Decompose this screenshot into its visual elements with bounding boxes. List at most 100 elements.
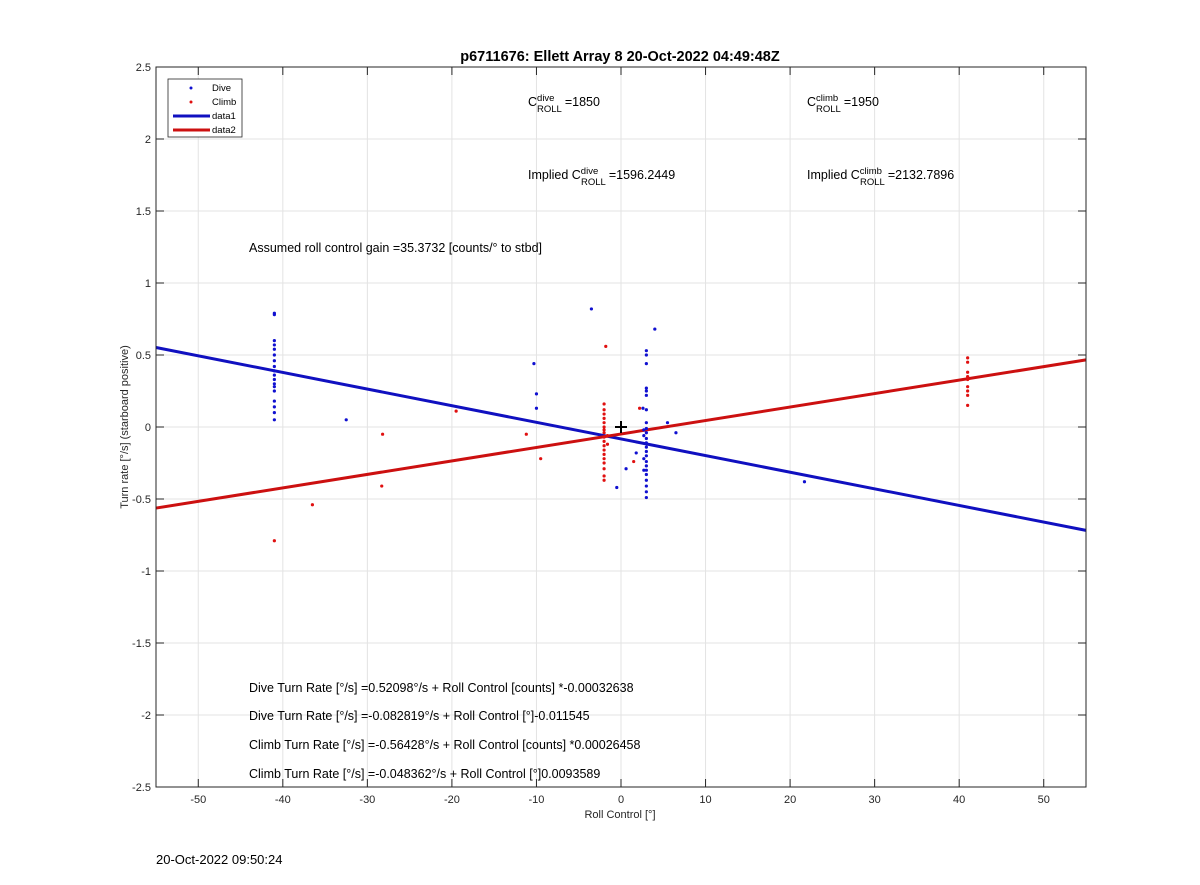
dive-point bbox=[644, 421, 648, 425]
dive-point bbox=[642, 434, 646, 438]
dive-point bbox=[644, 386, 648, 390]
dive-point bbox=[534, 406, 539, 410]
c-dive-sub: ROLL bbox=[537, 104, 562, 115]
dive-point bbox=[272, 359, 276, 363]
climb-point bbox=[604, 344, 608, 348]
dive-point bbox=[644, 353, 648, 357]
dive-point bbox=[641, 406, 645, 410]
implied-climb-sub: ROLL bbox=[860, 177, 885, 188]
climb-point bbox=[272, 539, 276, 543]
x-tick-label: 20 bbox=[784, 794, 796, 806]
dive-point bbox=[644, 459, 648, 464]
fit-line-data1 bbox=[155, 346, 1087, 532]
x-tick-label: 40 bbox=[953, 794, 965, 806]
climb-point bbox=[605, 442, 610, 446]
dive-point bbox=[272, 347, 276, 351]
x-tick-label: 50 bbox=[1038, 794, 1050, 806]
equation-climb-degrees: Climb Turn Rate [°/s] =-0.048362°/s + Ro… bbox=[249, 767, 600, 781]
y-tick-label: 0 bbox=[145, 422, 151, 434]
y-tick-label: 2 bbox=[145, 134, 151, 146]
implied-dive-value: =1596.2449 bbox=[609, 168, 675, 182]
dive-point bbox=[644, 426, 648, 431]
dive-point bbox=[644, 449, 648, 454]
print-timestamp: 20-Oct-2022 09:50:24 bbox=[156, 852, 283, 867]
dive-point bbox=[272, 369, 276, 373]
climb-point bbox=[539, 457, 543, 461]
chart-title: p6711676: Ellett Array 8 20-Oct-2022 04:… bbox=[460, 49, 780, 65]
climb-point bbox=[380, 432, 385, 436]
climb-point bbox=[602, 474, 606, 478]
legend-item-dive: Dive bbox=[189, 83, 231, 94]
legend-item-climb: Climb bbox=[189, 97, 236, 108]
legend: Dive Climb data1 data2 bbox=[167, 78, 243, 138]
legend-climb-marker bbox=[189, 100, 193, 104]
dive-point bbox=[644, 490, 648, 494]
climb-point bbox=[454, 409, 458, 413]
x-tick-label: -40 bbox=[275, 794, 291, 806]
climb-point bbox=[966, 370, 970, 374]
climb-point bbox=[602, 402, 606, 406]
dive-point bbox=[653, 327, 657, 331]
climb-point bbox=[602, 416, 606, 420]
implied-dive-sup: dive bbox=[581, 166, 598, 177]
dive-point bbox=[644, 495, 648, 500]
legend-data1-label: data1 bbox=[212, 111, 236, 122]
dive-point bbox=[644, 441, 648, 445]
climb-point bbox=[524, 432, 528, 436]
y-tick-label: -2.5 bbox=[132, 782, 151, 794]
climb-point bbox=[966, 389, 970, 393]
equation-climb-counts: Climb Turn Rate [°/s] =-0.56428°/s + Rol… bbox=[249, 738, 641, 752]
dive-point bbox=[634, 451, 638, 455]
origin-marker bbox=[615, 421, 627, 433]
dive-point bbox=[644, 389, 648, 393]
dive-point bbox=[272, 389, 276, 393]
dive-point bbox=[534, 392, 539, 396]
dive-point bbox=[272, 418, 276, 422]
y-axis-label: Turn rate [°/s] (starboard positive) bbox=[119, 345, 131, 509]
c-climb-prefix: C bbox=[807, 95, 816, 109]
legend-item-data2: data2 bbox=[173, 125, 236, 136]
x-tick-label: 30 bbox=[869, 794, 881, 806]
fit-line-data2 bbox=[155, 358, 1087, 510]
c-climb-sub: ROLL bbox=[816, 104, 841, 115]
dive-point bbox=[644, 349, 648, 353]
c-dive-sup: dive bbox=[537, 93, 554, 104]
dive-point bbox=[272, 343, 276, 347]
dive-point bbox=[532, 362, 536, 366]
dive-point bbox=[272, 405, 276, 409]
y-tick-label: -2 bbox=[141, 710, 151, 722]
dive-point bbox=[674, 431, 678, 435]
dive-point bbox=[644, 454, 648, 458]
gain-annotation: Assumed roll control gain =35.3732 [coun… bbox=[249, 241, 542, 255]
climb-point bbox=[966, 375, 970, 379]
climb-point bbox=[602, 428, 606, 432]
y-tick-label: -1.5 bbox=[132, 638, 151, 650]
ticks: -50 -40 -30 -20 -10 0 10 20 30 40 50-2.5-2-1.5-1-0… bbox=[132, 62, 1086, 806]
annotation-implied-dive: Implied Cdive ROLL=1596.2449 bbox=[528, 166, 675, 188]
climb-point bbox=[602, 408, 606, 412]
climb-point bbox=[310, 503, 315, 507]
equation-dive-degrees: Dive Turn Rate [°/s] =-0.082819°/s + Rol… bbox=[249, 709, 590, 723]
climb-point bbox=[605, 434, 610, 438]
dive-point bbox=[642, 468, 646, 472]
dive-point bbox=[272, 385, 276, 389]
dive-point bbox=[344, 418, 348, 422]
dive-point bbox=[272, 364, 276, 369]
y-tick-label: 1.5 bbox=[136, 206, 151, 218]
x-tick-label: -50 bbox=[190, 794, 206, 806]
dive-point bbox=[624, 467, 628, 471]
x-tick-label: -30 bbox=[359, 794, 375, 806]
climb-point bbox=[966, 356, 970, 360]
dive-point bbox=[644, 484, 648, 488]
climb-point bbox=[602, 461, 606, 465]
implied-climb-prefix: Implied C bbox=[807, 168, 860, 182]
dive-point bbox=[644, 362, 648, 366]
dive-point bbox=[644, 393, 648, 397]
dive-point bbox=[665, 421, 670, 425]
climb-point bbox=[602, 421, 606, 425]
dive-point bbox=[272, 373, 276, 377]
data-points bbox=[272, 307, 970, 543]
